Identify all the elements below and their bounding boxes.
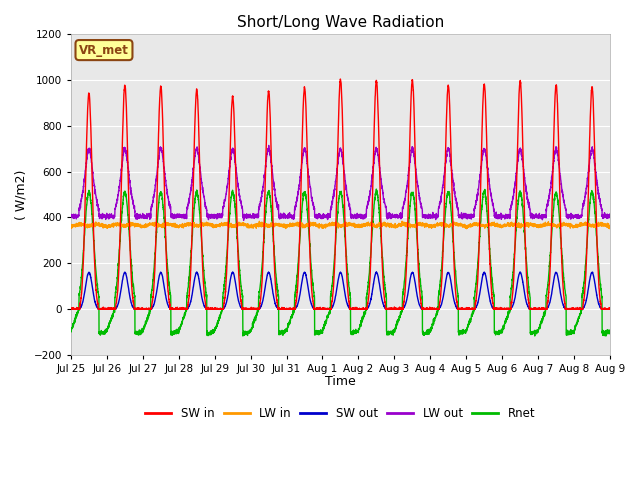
X-axis label: Time: Time bbox=[325, 375, 356, 388]
Y-axis label: ( W/m2): ( W/m2) bbox=[15, 169, 28, 220]
Text: VR_met: VR_met bbox=[79, 44, 129, 57]
Legend: SW in, LW in, SW out, LW out, Rnet: SW in, LW in, SW out, LW out, Rnet bbox=[141, 403, 540, 425]
Title: Short/Long Wave Radiation: Short/Long Wave Radiation bbox=[237, 15, 444, 30]
